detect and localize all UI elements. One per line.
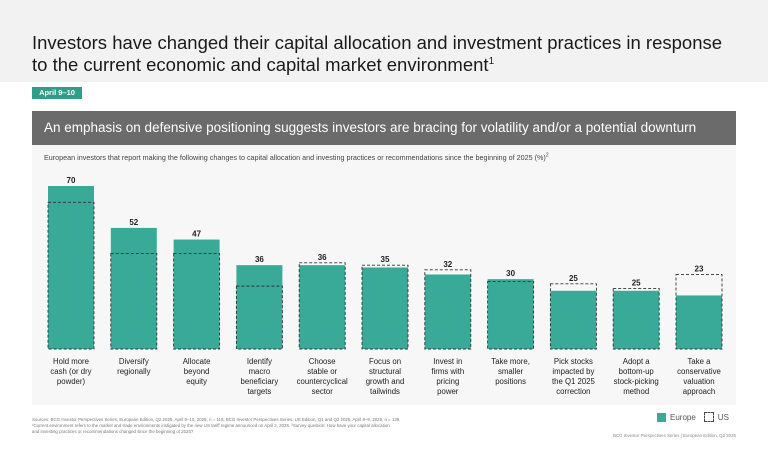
category-label-10-line-2: valuation [683, 377, 714, 386]
category-label-2-line-2: equity [186, 377, 207, 386]
category-label-5-line-1: structural [369, 367, 401, 376]
category-label-8-line-2: the Q1 2025 [552, 377, 596, 386]
data-label-1: 52 [129, 218, 138, 227]
footnote-1: ¹Current environment refers to the marke… [32, 423, 390, 428]
bar-us-9 [612, 288, 660, 350]
category-label-6-line-2: pricing [436, 377, 459, 386]
bar-us-0 [47, 201, 95, 350]
title-band [0, 0, 768, 82]
footnote-2: and investing practices or recommendatio… [32, 429, 194, 434]
category-label-3-line-1: macro [249, 367, 271, 376]
data-label-2: 47 [192, 230, 201, 239]
category-label-6-line-1: firms with [431, 367, 464, 376]
bar-us-8 [549, 283, 597, 350]
bar-europe-10 [676, 295, 722, 349]
chart-subtitle: European investors that report making th… [44, 152, 549, 162]
category-label-5-line-3: tailwinds [370, 387, 400, 396]
category-label-8-line-0: Pick stocks [554, 357, 593, 366]
bar-us-3 [235, 285, 283, 350]
category-label-10-line-1: conservative [677, 367, 721, 376]
category-label-9-line-2: stock-picking [614, 377, 659, 386]
section-title: An emphasis on defensive positioning sug… [44, 120, 697, 135]
bar-us-6 [424, 269, 472, 350]
legend-item-europe: Europe [657, 412, 696, 422]
category-label-10-line-3: approach [683, 387, 716, 396]
category-label-1-line-1: regionally [117, 367, 150, 376]
data-label-9: 25 [632, 278, 641, 287]
bar-us-5 [361, 264, 409, 350]
category-label-10-line-0: Take a [688, 357, 712, 366]
page-title: Investors have changed their capital all… [32, 32, 723, 75]
credit-line: BCG Investor Perspectives Series | Europ… [613, 433, 736, 438]
category-label-3-line-2: beneficiary [241, 377, 279, 386]
footnotes: Sources: BCG Investor Perspectives Serie… [32, 417, 462, 435]
bar-europe-3 [236, 265, 283, 349]
subtitle-footnote-mark: 2 [545, 152, 549, 159]
category-label-2-line-1: beyond [184, 367, 210, 376]
category-label-5-line-0: Focus on [369, 357, 401, 366]
section-header: An emphasis on defensive positioning sug… [32, 111, 736, 145]
date-tag: April 9–10 [32, 87, 82, 99]
category-label-3-line-0: Identify [247, 357, 272, 366]
bar-europe-0 [48, 186, 94, 349]
data-label-4: 36 [318, 253, 327, 262]
bar-us-7 [487, 281, 535, 350]
category-label-9-line-1: bottom-up [619, 367, 655, 376]
category-label-0-line-0: Hold more [53, 357, 89, 366]
bar-us-2 [173, 253, 221, 350]
category-label-1-line-0: Diversify [119, 357, 149, 366]
bar-europe-2 [173, 239, 220, 349]
category-label-8-line-1: impacted by [552, 367, 594, 376]
bar-europe-4 [299, 265, 346, 349]
chart-legend: Europe US [657, 411, 737, 423]
category-label-0-line-1: cash (or dry [50, 367, 91, 376]
data-label-3: 36 [255, 255, 264, 264]
legend-label-us: US [717, 412, 729, 422]
data-label-6: 32 [443, 260, 452, 269]
category-label-0-line-2: powder) [57, 377, 86, 386]
category-label-2-line-0: Allocate [183, 357, 211, 366]
data-label-8: 25 [569, 274, 578, 283]
data-label-10: 23 [695, 264, 704, 273]
bar-europe-9 [613, 290, 660, 349]
category-label-8-line-3: correction [556, 387, 590, 396]
category-label-6-line-3: power [437, 387, 459, 396]
category-label-7-line-1: smaller [498, 367, 524, 376]
category-label-9-line-0: Adopt a [623, 357, 651, 366]
bar-europe-1 [110, 227, 157, 349]
legend-swatch-europe [657, 412, 666, 422]
footnote-sources: Sources: BCG Investor Perspectives Serie… [32, 417, 401, 422]
bar-europe-5 [362, 267, 408, 349]
category-label-4-line-0: Choose [309, 357, 336, 366]
bar-europe-6 [424, 274, 471, 349]
category-label-4-line-2: countercyclical [297, 377, 348, 386]
category-label-6-line-0: Invest in [433, 357, 462, 366]
data-label-0: 70 [67, 176, 76, 185]
category-label-3-line-3: targets [247, 387, 271, 396]
title-footnote-mark: 1 [488, 55, 495, 67]
bar-europe-7 [487, 279, 534, 349]
legend-swatch-us [703, 412, 714, 422]
category-label-7-line-2: positions [495, 377, 526, 386]
category-label-7-line-0: Take more, [491, 357, 530, 366]
category-label-9-line-3: method [623, 387, 649, 396]
legend-label-europe: Europe [670, 412, 696, 422]
category-label-4-line-1: stable or [307, 367, 337, 376]
category-label-4-line-3: sector [312, 387, 334, 396]
legend-item-us: US [703, 412, 729, 422]
bar-us-4 [298, 262, 346, 350]
bar-us-1 [110, 253, 158, 350]
bar-us-10 [675, 274, 723, 350]
data-label-5: 35 [381, 255, 390, 264]
bar-europe-8 [550, 290, 597, 349]
category-label-5-line-2: growth and [366, 377, 405, 386]
data-label-7: 30 [506, 269, 515, 278]
